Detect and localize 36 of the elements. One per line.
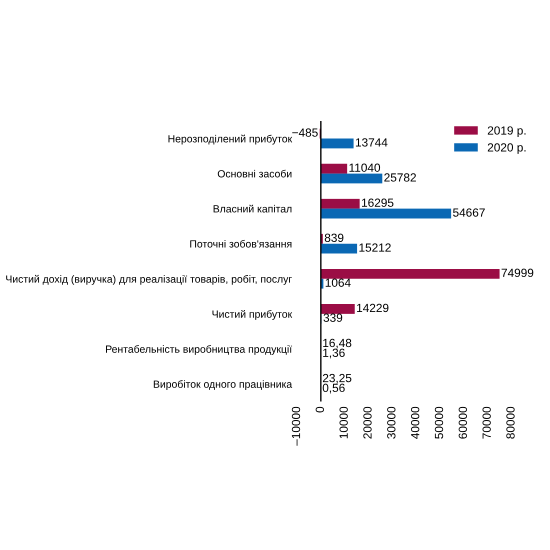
data-label: 0,56 <box>322 384 345 394</box>
data-label: 23,25 <box>322 374 352 384</box>
y-tick-label: Виробіток одного працівника <box>154 380 292 390</box>
data-label: 1,36 <box>323 348 345 358</box>
data-label: 54667 <box>453 208 485 217</box>
data-label: 15212 <box>359 243 391 252</box>
x-tick-label: –10000 <box>292 406 300 446</box>
x-tick-label: 50000 <box>434 406 444 439</box>
data-label: 25782 <box>384 173 416 182</box>
data-label: 11040 <box>349 163 380 172</box>
data-label: 14229 <box>357 304 388 312</box>
data-label: 16,48 <box>323 338 352 349</box>
data-label: 74999 <box>502 268 534 278</box>
data-label: 13744 <box>356 138 388 147</box>
x-tick-label: 30000 <box>387 406 396 439</box>
y-tick-label: Чистий прибуток <box>212 310 292 320</box>
y-tick-label: Поточні зобов'язання <box>190 240 292 248</box>
x-tick-label: 40000 <box>410 406 420 439</box>
y-tick-label: Рентабельність виробництва продукції <box>106 345 292 355</box>
legend-label: 2020 р. <box>488 143 526 154</box>
y-tick-label: Власний капітал <box>214 204 292 213</box>
x-tick-label: 0 <box>316 406 324 412</box>
x-tick-label: 20000 <box>363 406 372 439</box>
data-label: 339 <box>324 314 342 322</box>
x-tick-label: 10000 <box>339 406 348 438</box>
data-label: 16295 <box>362 198 394 207</box>
data-label: −485 <box>292 128 318 137</box>
data-label: 839 <box>324 234 344 242</box>
y-tick-label: Чистий дохід (виручка) для реалізації товарів, робіт, послуг <box>6 274 292 285</box>
x-tick-label: 70000 <box>482 406 491 439</box>
data-label: 1064 <box>326 278 351 287</box>
y-tick-label: Основні засоби <box>218 170 292 178</box>
y-tick-label: Нерозподілений прибуток <box>168 134 292 145</box>
x-tick-label: 60000 <box>458 406 467 439</box>
legend-label: 2019 р. <box>488 126 526 138</box>
x-tick-label: 80000 <box>506 406 515 439</box>
